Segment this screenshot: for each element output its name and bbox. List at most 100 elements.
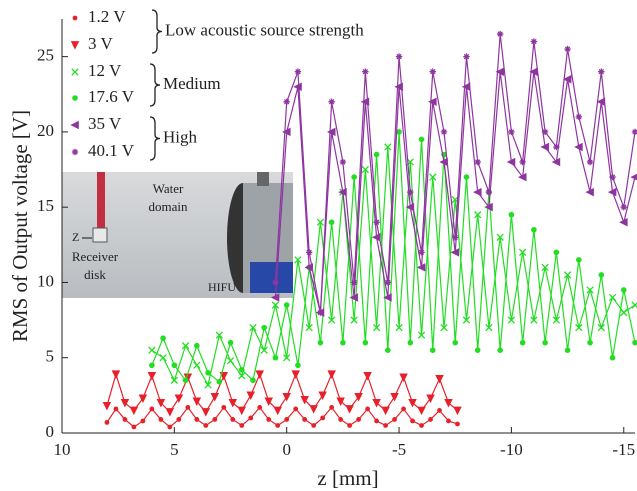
- marker: [185, 405, 191, 410]
- marker: [586, 286, 594, 294]
- marker: [596, 97, 606, 107]
- marker: [455, 421, 460, 427]
- marker: [148, 346, 156, 354]
- marker: [410, 418, 415, 424]
- legend-marker: [72, 15, 78, 21]
- marker: [282, 393, 291, 402]
- y-tick-label: 0: [46, 422, 55, 441]
- marker: [347, 423, 353, 428]
- marker: [182, 377, 189, 384]
- marker: [257, 405, 263, 410]
- y-tick-label: 5: [46, 347, 55, 366]
- marker: [575, 113, 583, 121]
- marker: [311, 423, 317, 428]
- group-brace: [151, 9, 163, 54]
- marker: [351, 174, 357, 180]
- marker: [295, 362, 301, 369]
- marker: [551, 157, 561, 167]
- marker: [291, 370, 300, 379]
- marker: [264, 397, 273, 407]
- group-brace: [149, 63, 161, 107]
- marker: [474, 158, 481, 166]
- marker: [111, 370, 121, 379]
- marker: [228, 399, 238, 408]
- group-label: High: [163, 127, 198, 146]
- marker: [250, 377, 256, 384]
- marker: [284, 417, 290, 422]
- marker: [418, 136, 425, 143]
- y-tick-label: 15: [37, 196, 54, 215]
- marker: [474, 347, 481, 354]
- y-tick-label: 10: [37, 271, 54, 290]
- inset-label: domain: [149, 199, 188, 214]
- legend-marker: [72, 95, 78, 101]
- marker: [272, 279, 279, 286]
- marker: [453, 406, 462, 416]
- marker: [542, 339, 548, 346]
- marker: [354, 393, 363, 402]
- marker: [226, 357, 235, 365]
- marker: [356, 417, 362, 422]
- marker: [167, 424, 173, 430]
- marker: [396, 129, 402, 135]
- marker: [271, 301, 280, 309]
- marker: [255, 370, 264, 379]
- marker: [607, 187, 617, 197]
- marker: [575, 323, 583, 332]
- y-tick-label: 25: [37, 46, 54, 65]
- marker: [484, 202, 493, 212]
- inset-photo: Water domain Z Receiver disk HIFU: [62, 172, 293, 298]
- marker: [597, 323, 605, 332]
- marker: [194, 342, 200, 349]
- legend-marker: [70, 41, 80, 50]
- marker: [149, 406, 155, 412]
- marker: [429, 347, 436, 354]
- marker: [553, 249, 560, 256]
- marker: [392, 417, 397, 422]
- marker: [120, 399, 130, 408]
- marker: [574, 142, 583, 152]
- marker: [309, 405, 318, 414]
- marker: [176, 417, 182, 422]
- marker: [350, 316, 358, 324]
- marker: [444, 399, 453, 408]
- marker: [381, 406, 390, 416]
- marker: [508, 211, 515, 218]
- marker: [608, 293, 617, 302]
- marker: [349, 293, 358, 302]
- marker: [113, 406, 119, 412]
- marker: [485, 323, 493, 332]
- marker: [497, 347, 503, 354]
- marker: [326, 127, 336, 137]
- marker: [508, 128, 515, 136]
- marker: [275, 423, 281, 428]
- marker: [283, 302, 290, 308]
- marker: [131, 424, 137, 430]
- marker: [293, 82, 302, 91]
- legend-label: 12 V: [88, 61, 122, 80]
- marker: [435, 374, 444, 384]
- marker: [365, 406, 370, 412]
- marker: [518, 248, 527, 257]
- marker: [440, 128, 448, 136]
- marker: [373, 151, 380, 158]
- marker: [372, 399, 381, 408]
- marker: [362, 68, 369, 75]
- marker: [416, 263, 426, 272]
- marker: [620, 308, 628, 317]
- marker: [452, 339, 459, 346]
- marker: [140, 418, 146, 424]
- marker: [399, 373, 408, 382]
- marker: [562, 74, 572, 84]
- marker: [160, 335, 166, 341]
- marker: [463, 53, 470, 60]
- marker: [530, 316, 538, 324]
- marker: [327, 370, 336, 379]
- marker: [239, 423, 245, 428]
- marker: [363, 371, 372, 381]
- marker: [390, 393, 399, 402]
- marker: [429, 68, 436, 75]
- marker: [261, 324, 268, 331]
- marker: [437, 408, 442, 413]
